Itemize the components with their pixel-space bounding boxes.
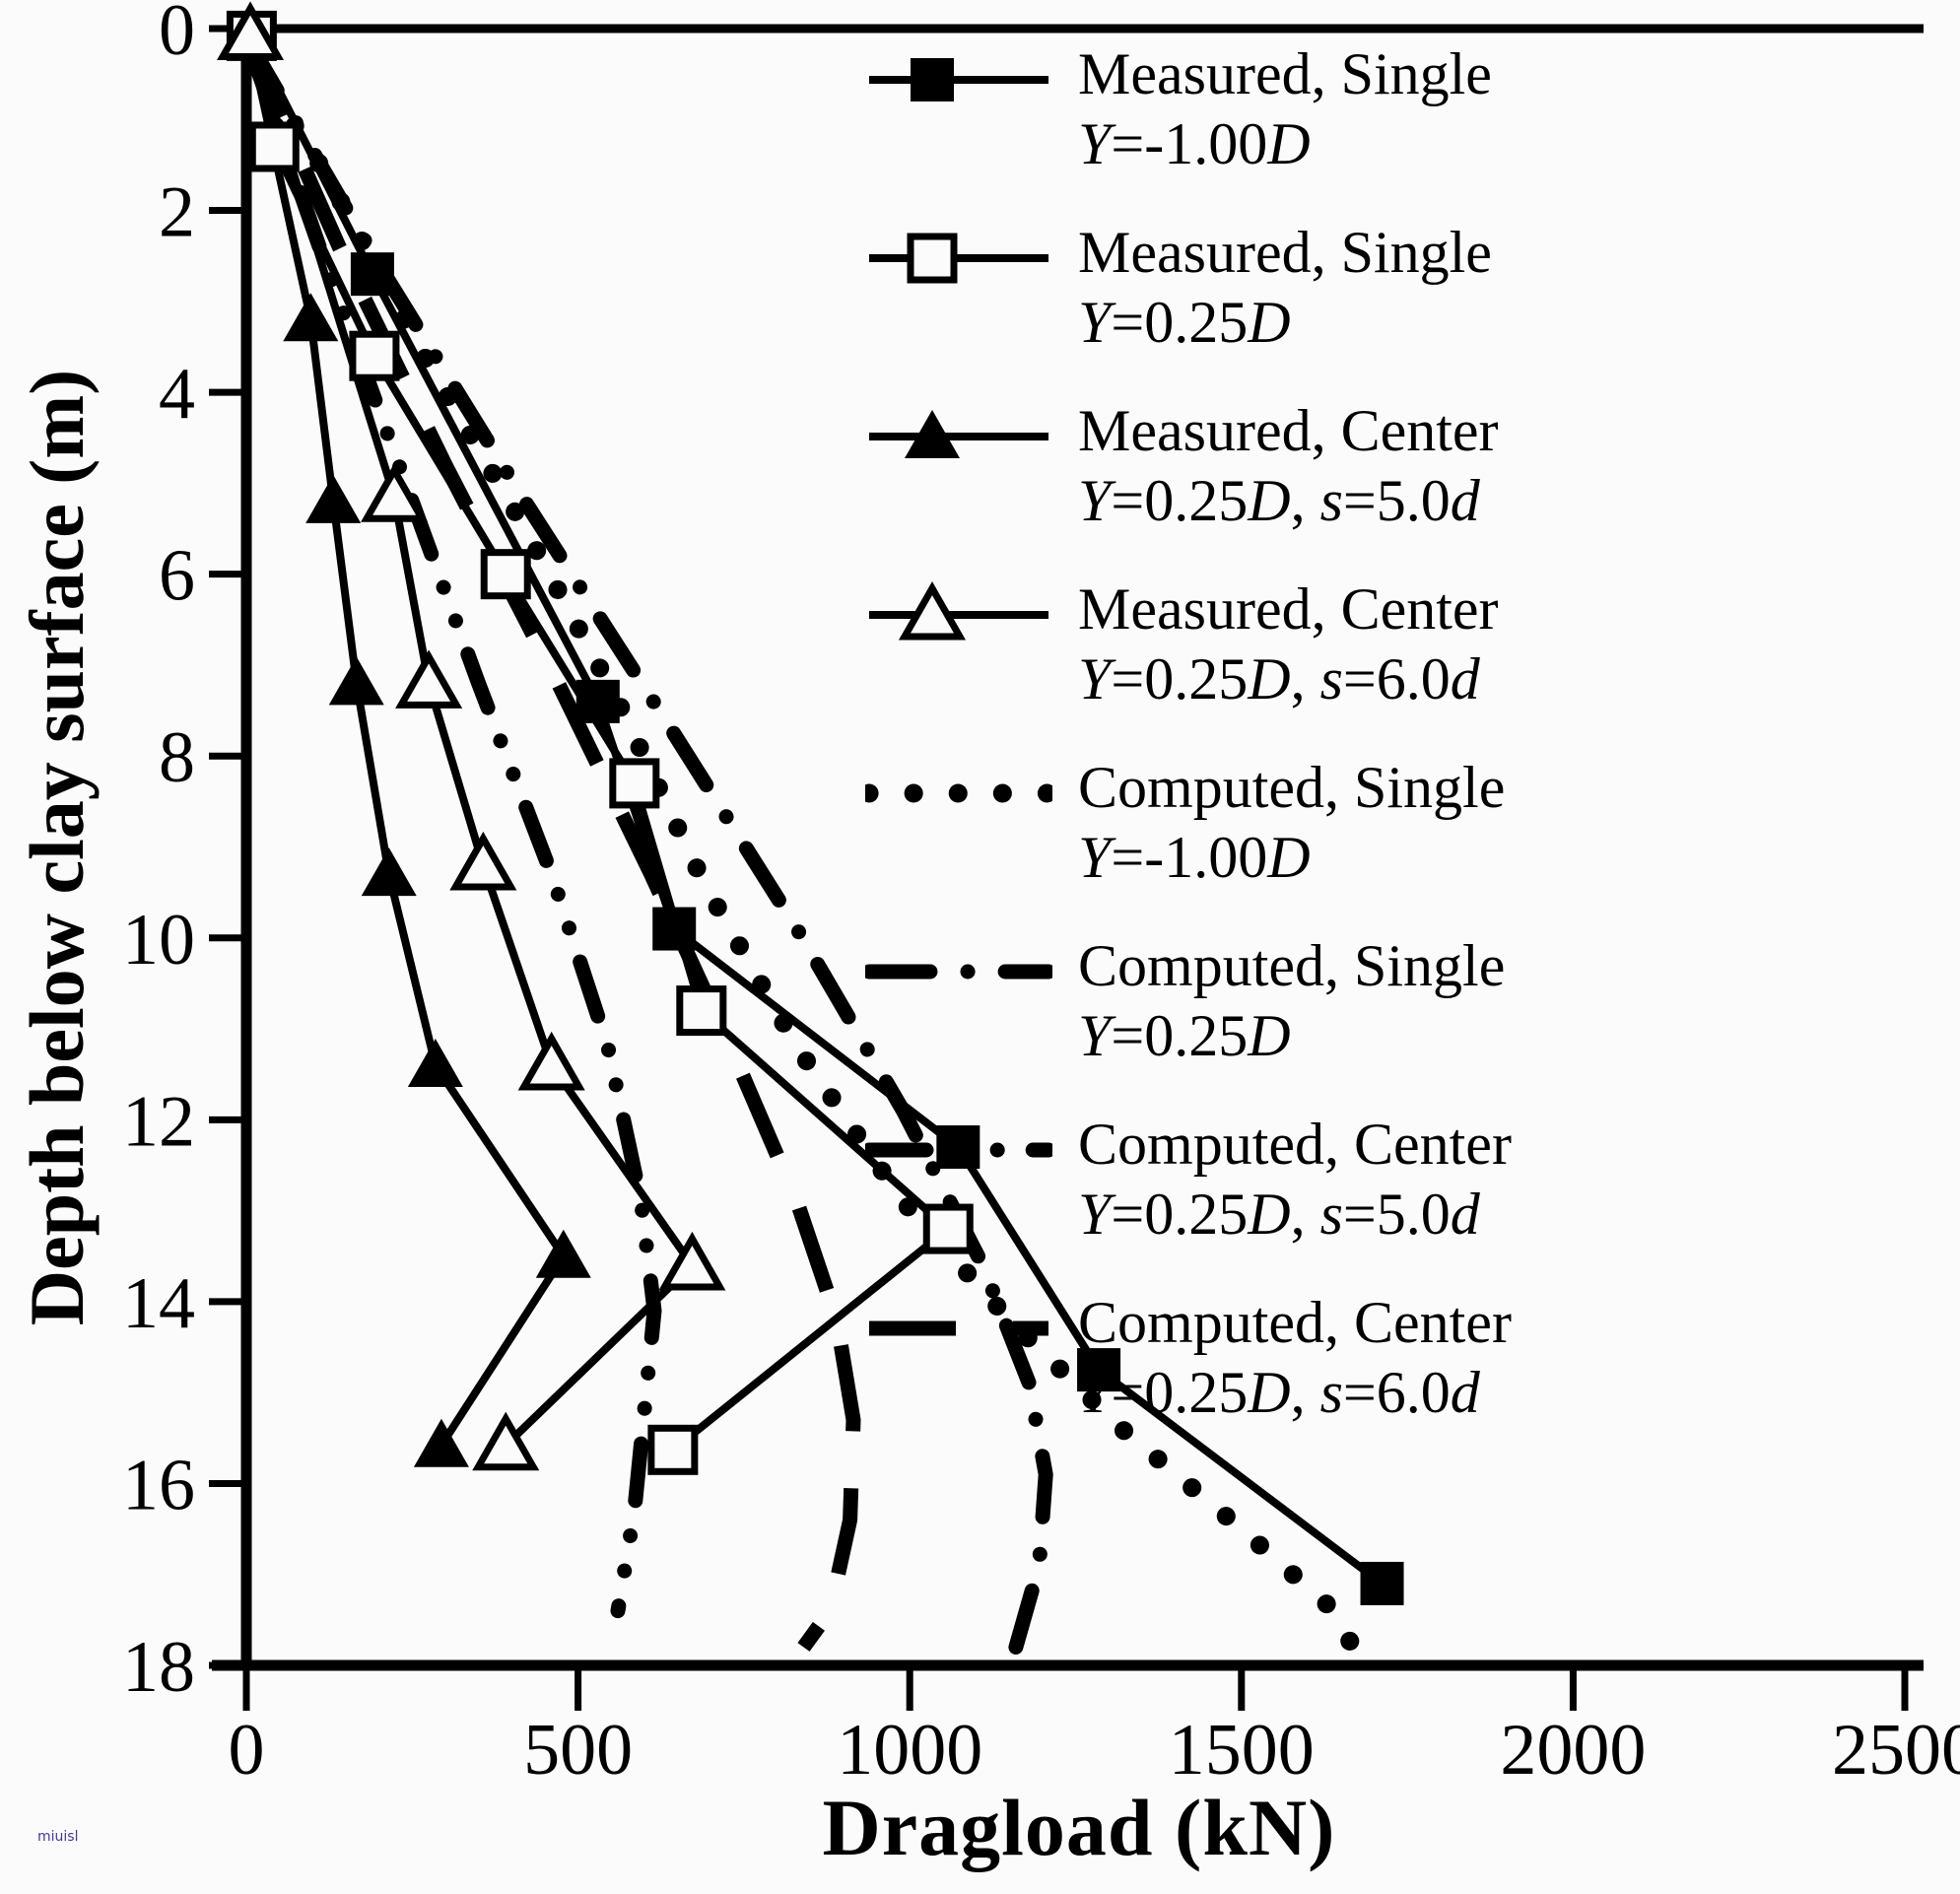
marker-triangle-filled-icon [905,410,960,458]
x-tick-label: 2000 [1500,1710,1646,1791]
marker-triangle-open-icon [898,580,967,641]
legend-text: Computed, Center Y=0.25D, s=6.0d [1078,1288,1512,1428]
y-tick-label: 12 [122,1081,195,1162]
legend-entry: Computed, Center Y=0.25D, s=5.0d [865,1110,1949,1288]
series-line-longdash [239,34,861,1652]
legend-text: Measured, Center Y=0.25D, s=5.0d [1078,396,1499,536]
marker-triangle-filled-icon [283,293,339,342]
y-tick-label: 14 [122,1263,195,1344]
legend-key-solid-square-open-icon [869,233,1048,284]
marker-square-open-icon [248,121,300,172]
legend-entry: Measured, Single Y=-1.00D [865,39,1949,218]
legend-entry: Computed, Single Y=-1.00D [865,753,1949,931]
legend-entry-name: Measured, Center [1078,398,1499,463]
legend-entry-params: Y=-1.00D [1078,111,1311,176]
legend-entry-params: Y=0.25D, s=6.0d [1078,1360,1480,1425]
legend-key-solid-triangle-open-icon [869,580,1048,641]
legend-entry-name: Measured, Center [1078,576,1499,642]
y-tick-label: 4 [159,354,195,435]
legend-entry-params: Y=0.25D, s=5.0d [1078,1182,1480,1247]
marker-triangle-open-icon [449,831,517,891]
y-tick-label: 10 [122,900,195,981]
legend-key-dashdot-icon [865,964,1052,980]
marker-triangle-open-icon [517,1031,585,1091]
marker-square-open-icon [907,233,958,284]
marker-square-open-icon [349,330,400,381]
marker-square-filled-icon [1360,1561,1404,1605]
legend-entry-params: Y=0.25D, s=6.0d [1078,646,1480,711]
legend-entry: Computed, Center Y=0.25D, s=6.0d [865,1288,1949,1466]
x-tick-label: 1500 [1169,1710,1315,1791]
y-tick-label: 18 [122,1627,195,1708]
marker-triangle-filled-icon [413,1418,469,1467]
legend-entry-name: Computed, Single [1078,933,1506,998]
legend-text: Computed, Single Y=0.25D [1078,931,1505,1071]
x-tick-label: 500 [523,1710,633,1791]
legend: Measured, Single Y=-1.00D Measured, Single… [865,39,1949,1466]
marker-square-filled-icon [575,679,620,723]
marker-triangle-open-icon [217,1,285,60]
legend-entry-name: Computed, Center [1078,1290,1512,1355]
legend-entry-name: Computed, Single [1078,755,1506,820]
x-axis-title: Dragload (kN) [822,1783,1336,1872]
marker-square-open-icon [922,1203,974,1254]
marker-triangle-filled-icon [407,1038,463,1087]
legend-entry-params: Y=0.25D [1078,1003,1291,1068]
y-tick-label: 6 [159,536,195,617]
y-tick-label: 0 [159,0,195,71]
legend-entry: Measured, Center Y=0.25D, s=6.0d [865,575,1949,753]
series-line-dashdotdot [238,30,662,1619]
series-line-dashdot [238,30,1053,1655]
marker-square-open-icon [676,985,727,1037]
legend-entry-name: Measured, Single [1078,220,1492,285]
legend-key-solid-square-filled-icon [869,58,1048,101]
marker-triangle-filled-icon [361,847,417,897]
legend-entry-name: Measured, Single [1078,41,1492,106]
marker-square-open-icon [647,1424,699,1475]
marker-triangle-filled-icon [328,656,384,706]
legend-text: Computed, Center Y=0.25D, s=5.0d [1078,1110,1512,1250]
marker-triangle-filled-icon [305,474,362,523]
marker-triangle-open-icon [658,1231,726,1291]
marker-square-filled-icon [911,58,954,101]
legend-text: Computed, Single Y=-1.00D [1078,753,1505,893]
x-tick-label: 1000 [837,1710,982,1791]
legend-entry: Measured, Single Y=0.25D [865,218,1949,396]
legend-entry-params: Y=0.25D, s=5.0d [1078,468,1480,533]
y-tick-label: 2 [159,172,195,253]
legend-text: Measured, Single Y=-1.00D [1078,39,1492,179]
legend-key-longdash-icon [869,1320,1048,1336]
legend-key-dashdotdot-icon [865,1142,1052,1158]
legend-entry: Computed, Single Y=0.25D [865,931,1949,1110]
legend-entry-params: Y=-1.00D [1078,825,1311,890]
x-tick-label: 2500 [1832,1710,1960,1791]
marker-triangle-open-icon [472,1411,540,1471]
marker-square-filled-icon [652,907,697,951]
marker-square-open-icon [609,758,660,809]
x-tick-label: 0 [229,1710,265,1791]
y-tick-label: 16 [122,1445,195,1525]
y-axis-title: Depth below clay surface (m) [14,369,100,1326]
watermark: miuisl [37,1829,79,1845]
legend-entry-params: Y=0.25D [1078,290,1291,355]
legend-entry: Measured, Center Y=0.25D, s=5.0d [865,396,1949,575]
marker-square-filled-icon [350,252,394,297]
series-line-solid [247,34,953,1454]
y-tick-label: 8 [159,717,195,798]
marker-triangle-open-icon [395,649,463,709]
marker-square-open-icon [480,549,531,600]
series-line-solid [244,32,568,1448]
legend-text: Measured, Center Y=0.25D, s=6.0d [1078,575,1499,714]
legend-text: Measured, Single Y=0.25D [1078,218,1492,358]
marker-square-filled-icon [1077,1348,1121,1392]
marker-triangle-open-icon [361,463,429,522]
legend-entry-name: Computed, Center [1078,1112,1512,1177]
marker-triangle-filled-icon [535,1229,591,1278]
legend-key-dotted-icon [865,783,1052,803]
legend-key-solid-triangle-filled-icon [869,410,1048,458]
